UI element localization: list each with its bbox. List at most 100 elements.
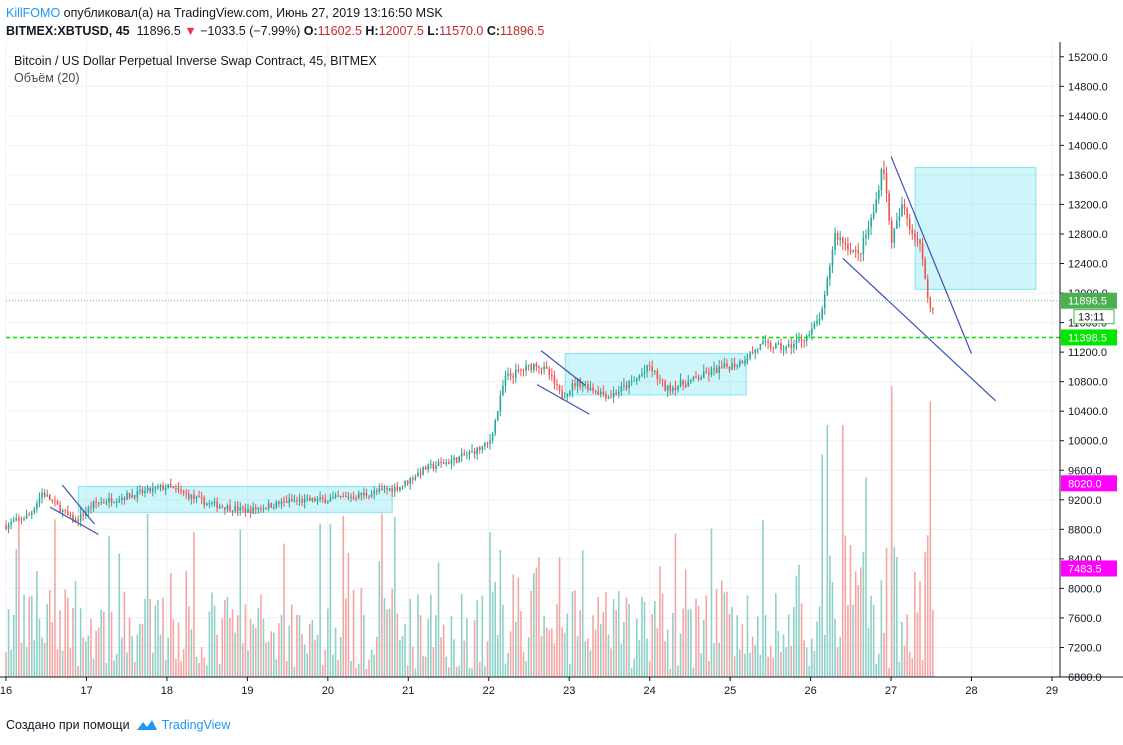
volume-bar — [324, 650, 327, 677]
price-axis[interactable]: 6800.07200.07600.08000.08400.08800.09200… — [1060, 52, 1108, 684]
candle-body — [630, 381, 633, 383]
candle-body — [664, 380, 666, 391]
volume-bar — [28, 596, 30, 677]
candle-body — [417, 472, 419, 477]
volume-bar — [239, 529, 242, 677]
volume-bar — [890, 386, 893, 677]
author-link[interactable]: KillFOMO — [6, 6, 61, 20]
candle-body — [540, 367, 543, 370]
volume-bar — [149, 599, 151, 677]
volume-bar — [718, 642, 720, 677]
volume-bar — [208, 611, 211, 677]
time-axis[interactable]: 16 17 18 19 20 21 22 23 24 25 26 27 28 29 — [0, 677, 1058, 697]
tradingview-brand[interactable]: TradingView — [161, 718, 231, 732]
volume-bar — [615, 610, 617, 677]
candle-body — [38, 497, 41, 504]
price-change: −1033.5 (−7.99%) — [200, 24, 301, 38]
candle-body — [175, 487, 177, 489]
candle-body — [473, 450, 476, 455]
price-chart[interactable]: 6800.07200.07600.08000.08400.08800.09200… — [0, 42, 1123, 707]
candle-body — [692, 376, 695, 380]
volume-bar — [780, 651, 782, 677]
volume-bar — [61, 650, 64, 677]
candle-body — [383, 488, 386, 490]
volume-bar — [10, 649, 12, 677]
candle-body — [401, 485, 404, 488]
volume-bar — [339, 636, 342, 677]
created-with-text: Создано при помощи — [6, 718, 130, 732]
candle-body — [247, 508, 249, 513]
candle-body — [705, 371, 708, 374]
candle-body — [411, 478, 414, 480]
volume-bar — [705, 595, 708, 677]
candle-body — [612, 392, 615, 398]
candle-body — [288, 498, 291, 503]
volume-bar — [206, 665, 208, 677]
candle-body — [167, 484, 170, 488]
candle-body — [710, 369, 713, 375]
volume-bar — [522, 651, 525, 677]
volume-bar — [496, 635, 499, 677]
candle-body — [342, 496, 345, 498]
volume-bar — [736, 615, 739, 677]
candle-body — [82, 513, 85, 516]
candle-body — [144, 490, 146, 493]
candle-body — [154, 487, 157, 489]
volume-bar — [48, 589, 51, 677]
volume-bar — [499, 549, 502, 677]
tradingview-logo-icon — [136, 720, 157, 730]
candle-body — [880, 169, 883, 191]
volume-bar — [396, 613, 399, 677]
trendline-drawings[interactable] — [49, 156, 997, 536]
candle-body — [424, 466, 427, 470]
candle-body — [478, 447, 481, 450]
candle-body — [110, 497, 113, 503]
candle-body — [726, 363, 728, 367]
candle-body — [615, 392, 617, 395]
candle-body — [56, 501, 59, 505]
volume-bar — [242, 643, 244, 677]
candle-body — [602, 391, 605, 395]
price-tick-label: 14000.0 — [1068, 140, 1108, 152]
candle-body — [33, 509, 36, 513]
chart-grid — [5, 42, 1060, 678]
candle-body — [816, 320, 818, 324]
candle-body — [674, 387, 677, 391]
volume-bar — [692, 667, 695, 677]
candle-body — [12, 520, 15, 523]
time-tick-label: 23 — [563, 685, 575, 697]
volume-bar — [231, 609, 234, 677]
volume-bar — [309, 624, 311, 677]
volume-bar — [85, 641, 87, 677]
volume-bar — [370, 649, 373, 677]
volume-bar — [666, 629, 669, 677]
volume-bar — [659, 566, 661, 677]
price-lines — [6, 300, 1060, 339]
volume-bar — [878, 653, 880, 677]
rectangle-drawing — [914, 167, 1037, 290]
volume-bar — [103, 611, 105, 677]
volume-bar — [12, 614, 15, 677]
volume-bar — [393, 517, 396, 677]
volume-bar — [54, 519, 56, 677]
volume-bar — [363, 614, 365, 677]
volume-indicator-label[interactable]: Объём (20) — [14, 71, 80, 85]
volume-bar — [195, 656, 198, 677]
candle-body — [852, 250, 854, 252]
volume-bar — [278, 623, 280, 677]
candle-body — [476, 447, 478, 455]
volume-bar — [566, 613, 569, 677]
trendline — [49, 506, 99, 536]
volume-bar — [82, 637, 85, 677]
symbol-label[interactable]: BITMEX:XBTUSD, 45 — [6, 24, 130, 38]
price-tick-label: 14400.0 — [1068, 111, 1108, 123]
volume-bar — [283, 543, 285, 677]
candle-body — [188, 493, 190, 499]
candle-body — [921, 243, 924, 259]
volume-bar — [87, 635, 90, 677]
volume-bar — [731, 606, 733, 677]
candle-body — [146, 487, 149, 491]
candle-body — [749, 352, 751, 359]
candle-body — [581, 385, 584, 387]
volume-bar — [579, 610, 581, 677]
